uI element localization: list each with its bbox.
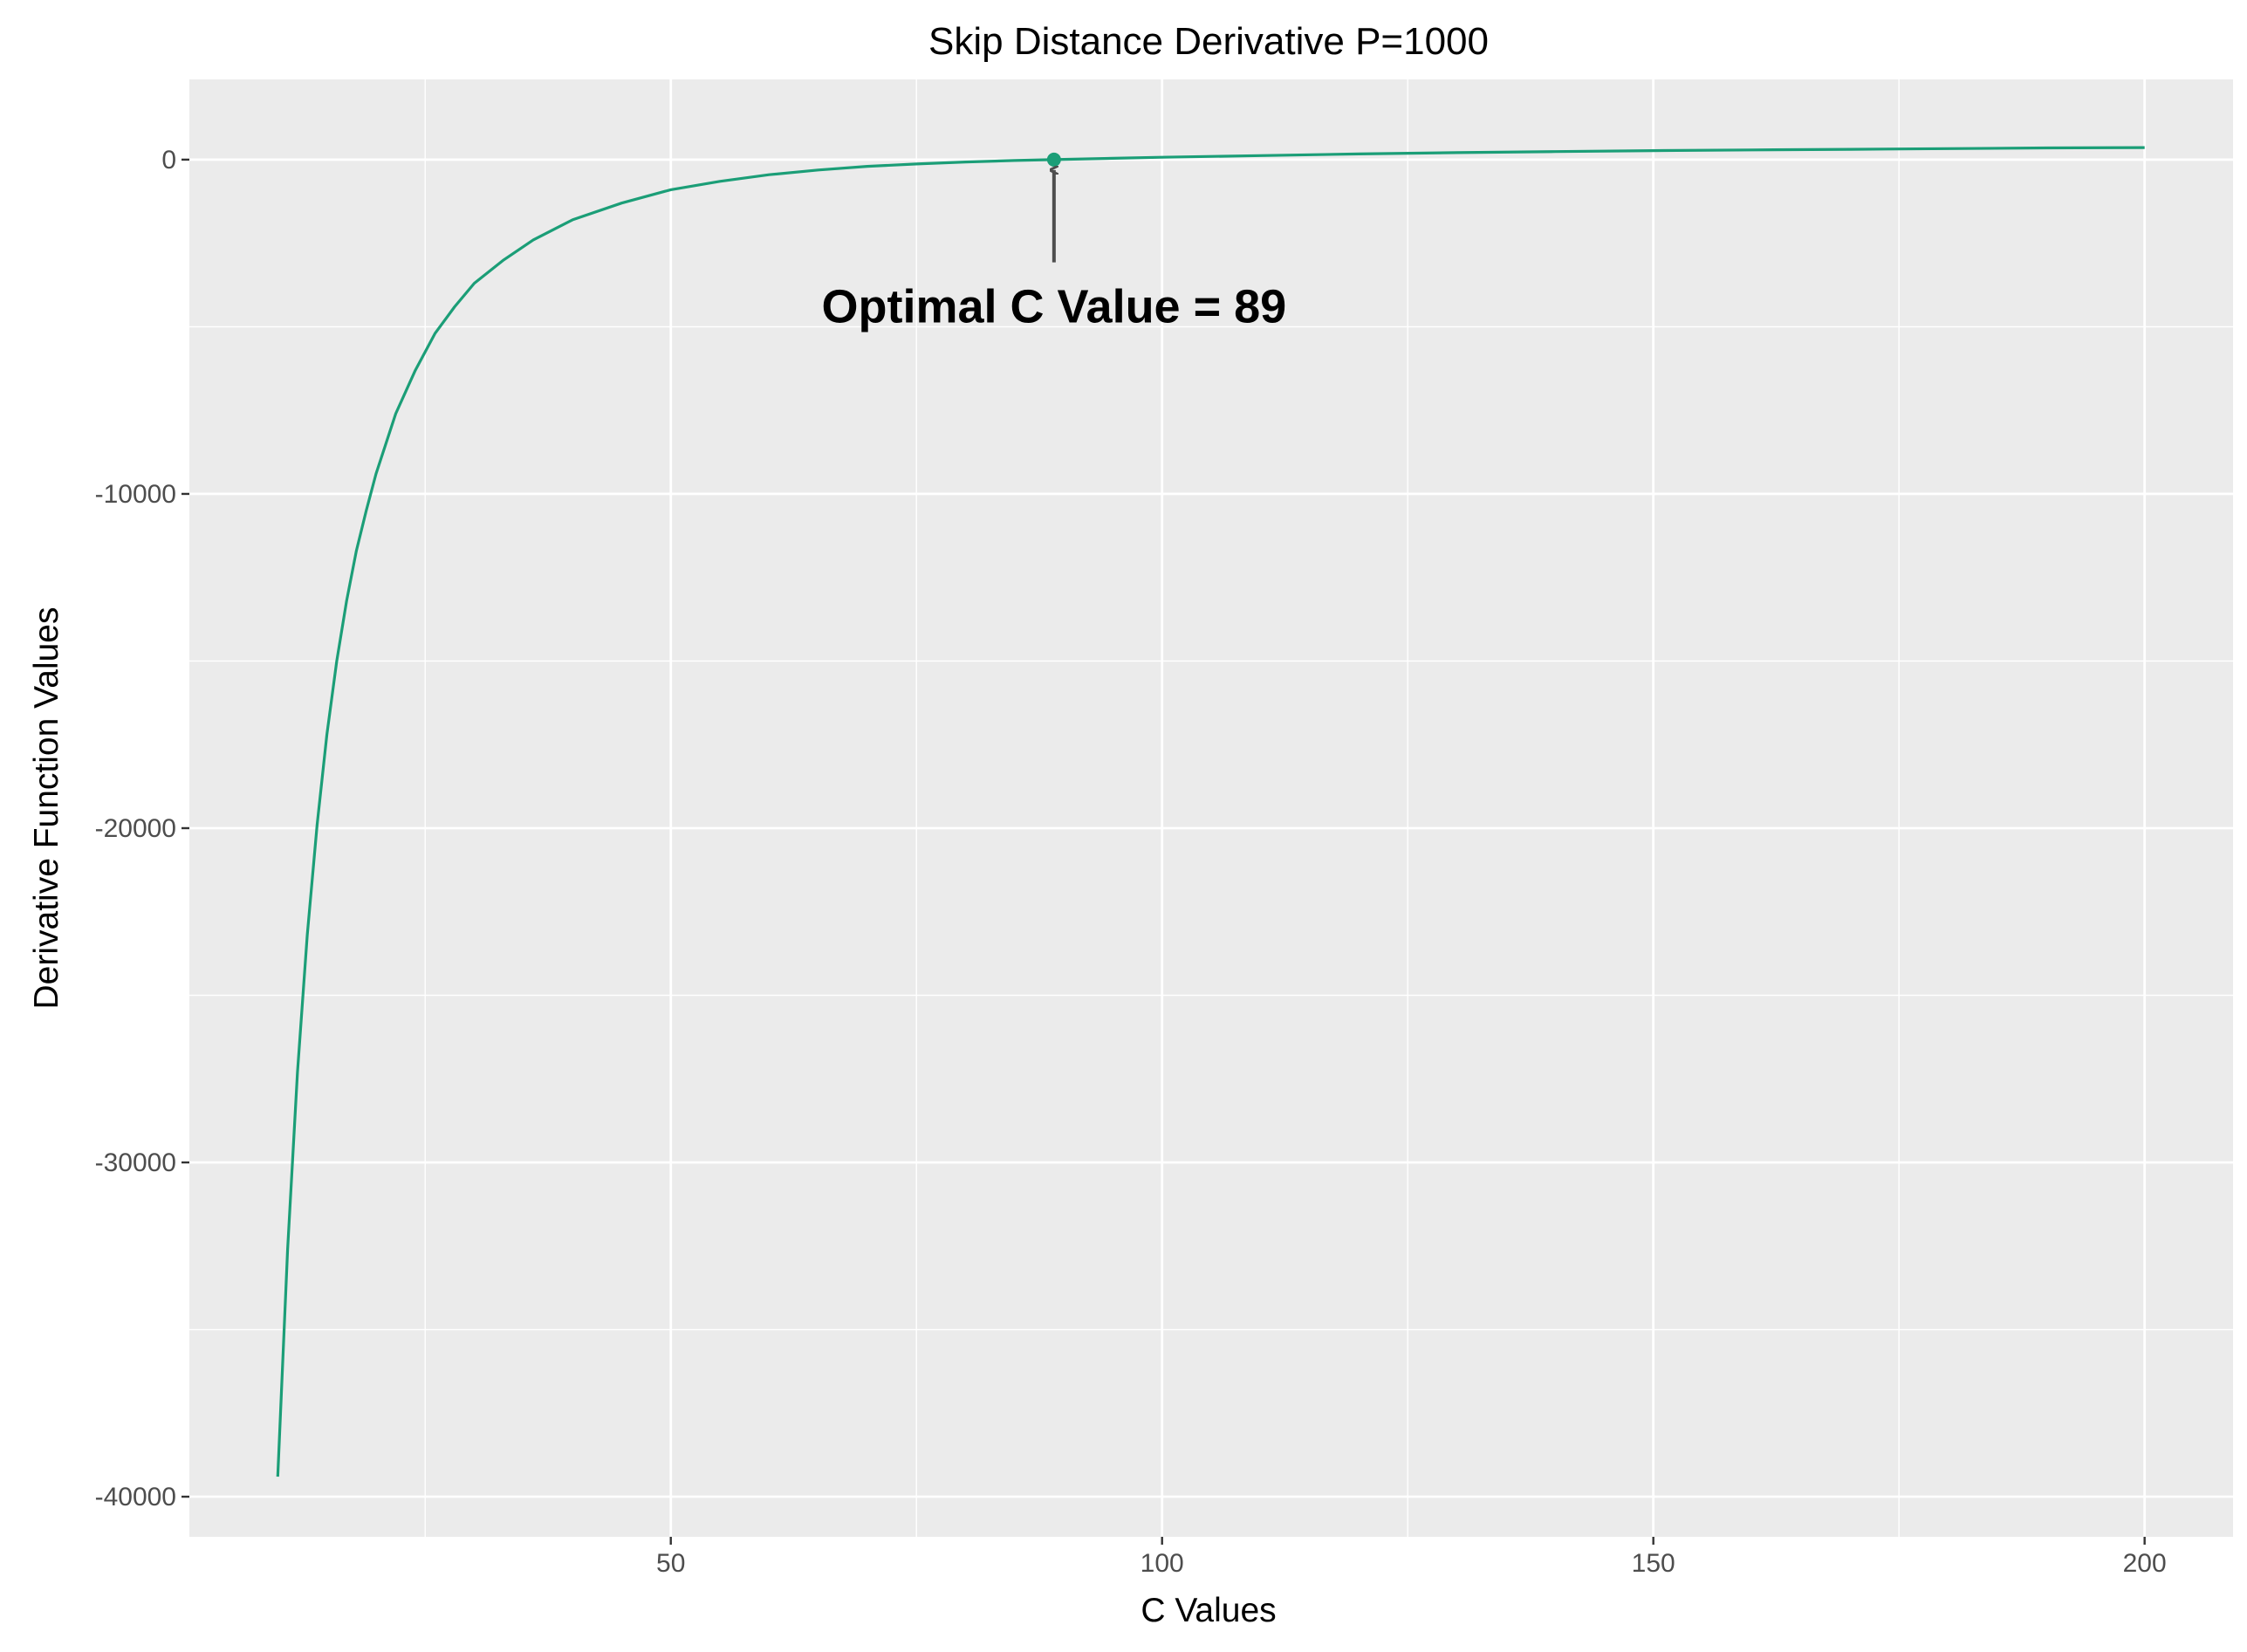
x-tick-label: 200 <box>2123 1549 2167 1578</box>
y-tick-label: -30000 <box>95 1148 176 1177</box>
y-axis-ticks: 0 -10000 -20000 -30000 -40000 <box>95 146 189 1511</box>
y-tick-label: -10000 <box>95 480 176 509</box>
optimal-point <box>1046 152 1061 167</box>
grid-major <box>189 79 2233 1537</box>
y-tick-label: -20000 <box>95 814 176 843</box>
plot-panel <box>189 79 2233 1537</box>
x-tick-label: 100 <box>1141 1549 1184 1578</box>
y-tick-label: 0 <box>161 146 176 175</box>
y-tick-label: -40000 <box>95 1483 176 1511</box>
annotation-label: Optimal C Value = 89 <box>821 281 1286 333</box>
series-layer <box>276 146 2145 1477</box>
x-axis-ticks: 50 100 150 200 <box>656 1537 2167 1578</box>
annotation-layer: Optimal C Value = 89 <box>821 170 1286 333</box>
y-axis-title: Derivative Function Values <box>28 607 65 1010</box>
x-axis-title: C Values <box>1141 1592 1276 1629</box>
x-tick-label: 50 <box>656 1549 685 1578</box>
x-tick-label: 150 <box>1632 1549 1675 1578</box>
series-line <box>276 146 2145 1477</box>
grid-minor <box>189 79 2233 1537</box>
chart-title: Skip Distance Derivative P=1000 <box>928 20 1489 63</box>
